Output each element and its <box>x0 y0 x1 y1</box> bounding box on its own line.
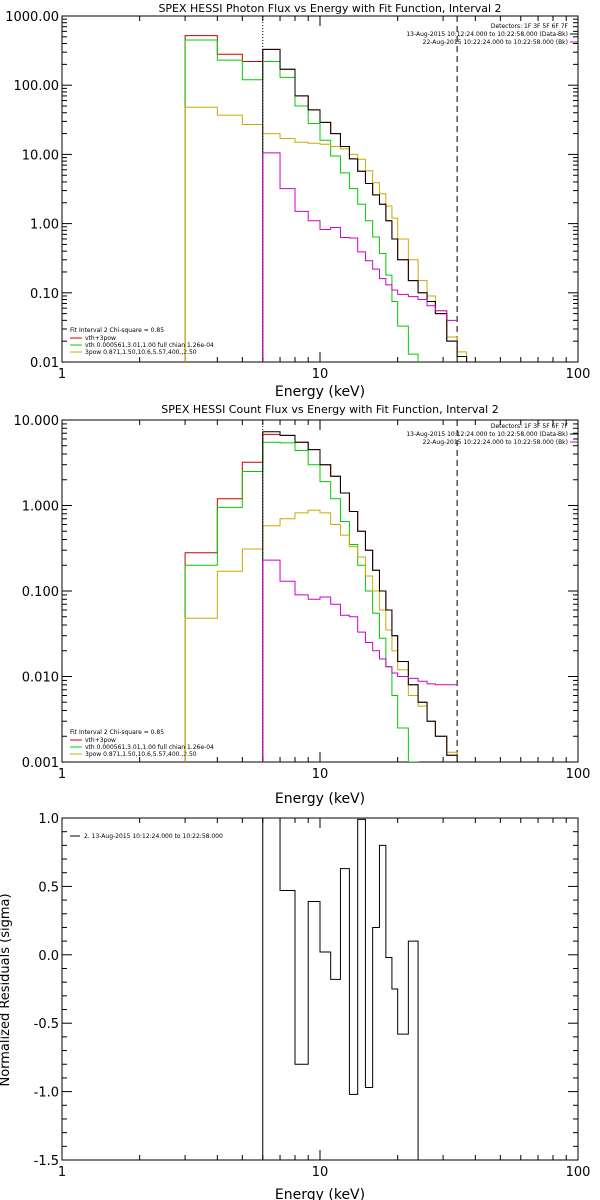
residuals-x-axis-label: Energy (keV) <box>275 1187 365 1200</box>
photon-series-3pow <box>184 106 468 362</box>
count-detectors-label: Detectors: 1F 3F 5F 6F 7F <box>491 423 569 430</box>
count-y-tick-label: 10.000 <box>14 414 60 429</box>
count-series-vth <box>184 441 468 762</box>
residuals-x-tick-label: 10 <box>312 1165 329 1180</box>
count-flux-title: SPEX HESSI Count Flux vs Energy with Fit… <box>161 403 498 416</box>
count-series-series-3 <box>262 431 467 762</box>
count-x-tick-label: 10 <box>312 767 329 782</box>
count-y-tick-label: 1.000 <box>22 500 59 515</box>
residuals-y-tick-label: 0.5 <box>38 880 59 895</box>
residuals-y-tick-label: -1.0 <box>34 1086 59 1101</box>
count-fit-legend-vth: vth 0.000561,3.01,1.00 full chian 1.26e-… <box>85 744 214 751</box>
photon-x-axis-label: Energy (keV) <box>275 384 365 400</box>
photon-y-tick-label: 1000.00 <box>5 10 59 25</box>
count-y-tick-label: 0.001 <box>22 756 59 771</box>
count-flux-panel: SPEX HESSI Count Flux vs Energy with Fit… <box>14 403 591 807</box>
photon-detectors-label: Detectors: 1F 3F 5F 6F 7F <box>491 23 569 30</box>
count-x-tick-label: 100 <box>566 767 591 782</box>
residuals-series-2-13-aug-2015-10-12-24-000-to-10-22-58-000 <box>262 818 419 1160</box>
residuals-y-tick-label: 1.0 <box>38 812 59 827</box>
photon-series-series-3 <box>262 48 468 362</box>
photon-interval-legend-data: 13-Aug-2015 10:12:24.000 to 10:22:58.000… <box>406 31 568 38</box>
photon-flux-panel: SPEX HESSI Photon Flux vs Energy with Fi… <box>5 2 591 400</box>
photon-x-tick-label: 10 <box>312 367 329 382</box>
count-interval-legend-data: 13-Aug-2015 10:12:24.000 to 10:22:58.000… <box>406 431 568 438</box>
count-series-vth-3pow <box>184 433 467 762</box>
photon-x-tick-label: 1 <box>58 367 66 382</box>
photon-flux-title: SPEX HESSI Photon Flux vs Energy with Fi… <box>158 2 501 15</box>
residuals-y-tick-label: -0.5 <box>34 1017 59 1032</box>
photon-fit-legend-title: Fit Interval 2 Chi-square = 0.85 <box>70 327 164 334</box>
count-y-tick-label: 0.010 <box>22 671 59 686</box>
photon-interval-legend-bk: 22-Aug-2015 10:22:24.000 to 10:22:58.000… <box>423 39 568 46</box>
photon-y-tick-label: 0.01 <box>30 356 59 371</box>
count-y-tick-label: 0.100 <box>22 585 59 600</box>
count-x-tick-label: 1 <box>58 767 66 782</box>
count-fit-legend-vth3pow: vth+3pow <box>85 737 116 744</box>
residuals-panel: 2. 13-Aug-2015 10:12:24.000 to 10:22:58.… <box>0 812 590 1200</box>
residuals-y-axis-label: Normalized Residuals (sigma) <box>0 893 13 1086</box>
photon-fit-legend-3pow: 3pow 0.871,1.50,10.6,5.57,400.,2.50 <box>85 349 197 356</box>
count-series-3pow <box>184 509 467 762</box>
photon-y-tick-label: 1.00 <box>30 218 59 233</box>
residuals-y-tick-label: 0.0 <box>38 949 59 964</box>
residuals-plot-frame <box>61 817 579 1161</box>
count-interval-legend-bk: 22-Aug-2015 10:22:24.000 to 10:22:58.000… <box>423 439 568 446</box>
photon-series-vth-3pow <box>184 35 468 362</box>
residuals-legend-label: 2. 13-Aug-2015 10:12:24.000 to 10:22:58.… <box>84 833 223 840</box>
photon-y-tick-label: 100.00 <box>14 79 60 94</box>
residuals-x-tick-label: 1 <box>58 1165 66 1180</box>
photon-y-tick-label: 10.00 <box>22 148 59 163</box>
photon-x-tick-label: 100 <box>566 367 591 382</box>
residuals-y-tick-label: -1.5 <box>34 1154 59 1169</box>
photon-fit-legend-vth3pow: vth+3pow <box>85 335 116 342</box>
count-series-series-4 <box>262 559 458 762</box>
photon-y-tick-label: 0.10 <box>30 287 59 302</box>
photon-plot-frame <box>61 15 579 363</box>
count-fit-legend-title: Fit Interval 2 Chi-square = 0.85 <box>70 729 164 736</box>
photon-series-series-4 <box>262 152 458 362</box>
count-fit-legend-3pow: 3pow 0.871,1.50,10.6,5.57,400.,2.50 <box>85 751 197 758</box>
residuals-x-tick-label: 100 <box>566 1165 591 1180</box>
count-x-axis-label: Energy (keV) <box>275 791 365 807</box>
photon-fit-legend-vth: vth 0.000561,3.01,1.00 full chian 1.26e-… <box>85 342 214 349</box>
